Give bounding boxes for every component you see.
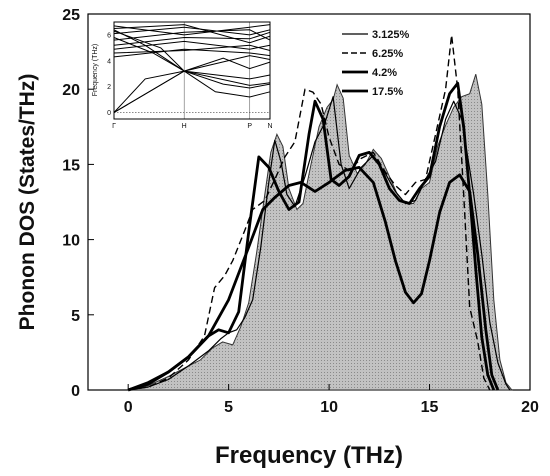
x-axis-title: Frequency (THz): [215, 442, 403, 469]
x-tick-label: 5: [224, 399, 233, 416]
x-axis-ticks: 0 5 10 15 20: [124, 384, 539, 416]
inset-x-tick-label: H: [182, 123, 187, 130]
y-tick-label: 5: [71, 308, 80, 325]
inset-y-tick-label: 6: [107, 32, 111, 39]
y-tick-label: 25: [62, 7, 80, 24]
inset-band-13: [113, 48, 271, 58]
legend-label: 17.5%: [372, 86, 403, 98]
inset-y-tick-label: 0: [107, 110, 111, 117]
y-tick-label: 0: [71, 383, 80, 400]
inset-ticks: 0 2 4 6 Γ H P N: [107, 32, 272, 130]
y-tick-label: 15: [62, 157, 80, 174]
inset-band-9: [113, 40, 271, 50]
series-line-4: [127, 166, 500, 392]
x-tick-label: 0: [124, 399, 133, 416]
series-line-3: [127, 81, 496, 392]
x-tick-label: 20: [521, 399, 539, 416]
band-structure-inset: 0 2 4 6 Γ H P N Frequency (THz): [92, 21, 273, 130]
inset-band-7: [113, 24, 271, 44]
inset-band-2: [113, 57, 271, 113]
y-axis-title: Phonon DOS (States/THz): [16, 74, 39, 331]
inset-band-6: [113, 37, 271, 89]
inset-frame: [113, 21, 271, 120]
legend: 3.125% 6.25% 4.2% 17.5%: [342, 29, 410, 98]
inset-band-10: [113, 44, 271, 54]
background-dos-area: [128, 74, 513, 391]
inset-band-12: [113, 31, 271, 46]
inset-y-tick-label: 2: [107, 84, 111, 91]
inset-x-tick-label: P: [247, 123, 252, 130]
y-tick-label: 10: [62, 233, 80, 250]
inset-band-3: [113, 55, 271, 113]
legend-label: 6.25%: [372, 48, 403, 60]
x-tick-label: 15: [421, 399, 439, 416]
inset-band-14: [113, 24, 271, 36]
inset-x-tick-label: Γ: [112, 123, 116, 130]
x-tick-label: 10: [320, 399, 338, 416]
inset-band-lines: [113, 22, 271, 119]
inset-y-tick-label: 4: [107, 58, 111, 65]
y-tick-label: 20: [62, 82, 80, 99]
legend-label: 3.125%: [372, 29, 410, 41]
series-lines: [127, 34, 511, 392]
legend-label: 4.2%: [372, 67, 397, 79]
series-line-2: [128, 34, 491, 391]
inset-x-tick-label: N: [267, 123, 272, 130]
y-axis-ticks: 0 5 10 15 20 25: [62, 7, 94, 400]
inset-y-axis-title: Frequency (THz): [92, 44, 99, 97]
inset-background: [114, 22, 270, 119]
